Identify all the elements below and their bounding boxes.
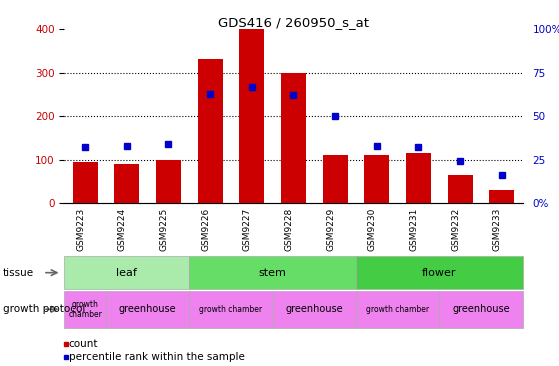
Bar bbox=[489, 190, 514, 203]
Bar bbox=[106, 291, 190, 328]
Text: flower: flower bbox=[422, 268, 457, 278]
Text: GSM9231: GSM9231 bbox=[410, 208, 419, 251]
Bar bbox=[239, 29, 264, 203]
Text: count: count bbox=[69, 339, 98, 349]
Text: greenhouse: greenhouse bbox=[119, 304, 177, 314]
Bar bbox=[73, 162, 98, 203]
Text: GSM9226: GSM9226 bbox=[201, 208, 210, 251]
Bar bbox=[64, 355, 68, 359]
Bar bbox=[156, 160, 181, 203]
Text: GSM9230: GSM9230 bbox=[368, 208, 377, 251]
Bar bbox=[356, 256, 523, 289]
Bar bbox=[323, 155, 348, 203]
Text: growth
chamber: growth chamber bbox=[68, 299, 102, 319]
Bar bbox=[356, 291, 439, 328]
Text: GSM9228: GSM9228 bbox=[285, 208, 293, 251]
Bar bbox=[64, 256, 190, 289]
Text: GDS416 / 260950_s_at: GDS416 / 260950_s_at bbox=[218, 16, 369, 30]
Text: growth chamber: growth chamber bbox=[200, 305, 263, 314]
Bar bbox=[281, 73, 306, 203]
Text: GSM9227: GSM9227 bbox=[243, 208, 252, 251]
Bar bbox=[64, 291, 106, 328]
Text: GSM9223: GSM9223 bbox=[76, 208, 85, 251]
Text: growth chamber: growth chamber bbox=[366, 305, 429, 314]
Text: leaf: leaf bbox=[116, 268, 137, 278]
Bar bbox=[114, 164, 139, 203]
Bar bbox=[406, 153, 431, 203]
Text: GSM9224: GSM9224 bbox=[118, 208, 127, 251]
Text: GSM9232: GSM9232 bbox=[451, 208, 460, 251]
Text: growth protocol: growth protocol bbox=[3, 304, 85, 314]
Bar bbox=[364, 155, 389, 203]
Bar bbox=[190, 291, 273, 328]
Text: stem: stem bbox=[259, 268, 287, 278]
Bar bbox=[190, 256, 356, 289]
Bar bbox=[198, 59, 222, 203]
Text: percentile rank within the sample: percentile rank within the sample bbox=[69, 352, 245, 362]
Bar bbox=[448, 175, 473, 203]
Text: greenhouse: greenhouse bbox=[452, 304, 510, 314]
Bar bbox=[273, 291, 356, 328]
Bar bbox=[439, 291, 523, 328]
Text: greenhouse: greenhouse bbox=[286, 304, 343, 314]
Bar bbox=[64, 342, 68, 346]
Text: GSM9225: GSM9225 bbox=[159, 208, 168, 251]
Text: GSM9233: GSM9233 bbox=[493, 208, 502, 251]
Text: GSM9229: GSM9229 bbox=[326, 208, 335, 251]
Text: tissue: tissue bbox=[3, 268, 34, 278]
